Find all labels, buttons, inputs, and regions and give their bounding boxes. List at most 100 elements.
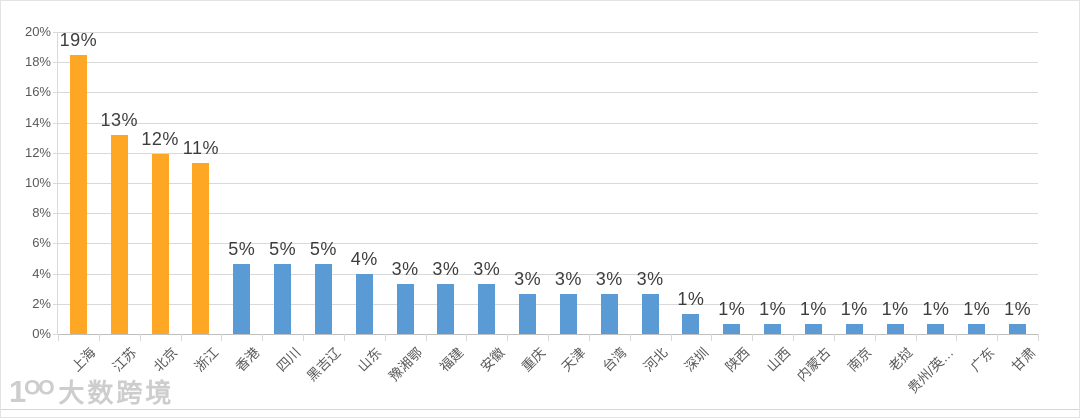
bar: [69, 54, 87, 334]
bar: [519, 294, 537, 334]
bar-value-label: 3%: [432, 259, 460, 280]
bar-value-label: 3%: [595, 269, 623, 289]
bar-value-label: 11%: [182, 138, 219, 159]
y-axis-label: 18%: [24, 54, 51, 70]
x-axis-tick: [956, 334, 958, 341]
bar: [968, 324, 986, 334]
x-axis-tick: [343, 334, 345, 341]
gridline: [58, 273, 1038, 275]
bar: [764, 324, 782, 334]
bar: [641, 294, 659, 334]
gridline: [58, 32, 1038, 33]
bar-value-label: 5%: [309, 238, 337, 259]
y-axis-tick: [53, 183, 58, 184]
watermark-logo-icon: 1ᴼᴼ: [9, 374, 54, 409]
bar-value-label: 1%: [840, 299, 868, 320]
x-axis-tick: [548, 334, 549, 341]
bar-value-label: 13%: [100, 109, 139, 130]
bar-value-label: 3%: [514, 269, 542, 289]
bar: [355, 273, 373, 334]
bar: [927, 324, 945, 334]
bar: [723, 324, 741, 334]
x-axis-tick: [1038, 334, 1039, 341]
x-axis-tick: [629, 334, 631, 341]
y-axis-label: 16%: [24, 84, 51, 100]
y-axis-label: 2%: [32, 295, 51, 311]
x-axis-tick: [997, 334, 999, 341]
bar: [192, 163, 210, 334]
watermark: 1ᴼᴼ 大数跨境: [9, 373, 174, 410]
bar-value-label: 1%: [677, 289, 705, 310]
gridline: [58, 183, 1038, 184]
x-axis-tick: [670, 334, 672, 341]
x-axis-tick: [507, 334, 509, 341]
bar: [845, 324, 863, 334]
bar: [274, 263, 292, 334]
bar-value-label: 1%: [799, 299, 827, 320]
bar: [110, 134, 128, 334]
bar: [233, 263, 251, 334]
x-axis-tick: [262, 334, 264, 341]
bar: [886, 324, 904, 334]
gridline: [58, 122, 1038, 124]
x-axis-tick: [221, 334, 223, 341]
y-axis-tick: [53, 152, 58, 154]
x-axis-tick: [139, 334, 141, 341]
x-axis-tick: [425, 334, 427, 341]
bar-value-label: 3%: [554, 269, 582, 289]
bar-value-label: 1%: [759, 299, 787, 320]
bar-value-label: 1%: [922, 299, 950, 320]
gridline: [58, 62, 1038, 64]
y-axis-label: 4%: [32, 265, 51, 281]
bar-value-label: 19%: [59, 29, 98, 50]
x-axis-tick: [58, 334, 59, 341]
x-axis-tick: [180, 334, 182, 341]
y-axis-tick: [53, 213, 58, 215]
y-axis-tick: [53, 243, 58, 245]
y-axis-tick: [53, 122, 58, 124]
x-axis-tick: [874, 334, 876, 341]
bar-value-label: 5%: [228, 238, 256, 259]
bar: [396, 284, 414, 334]
gridline: [58, 92, 1038, 94]
bar: [151, 154, 169, 334]
x-axis-tick: [793, 334, 794, 341]
y-axis-tick: [53, 303, 58, 305]
bar-value-label: 1%: [1004, 299, 1032, 320]
y-axis-label: 12%: [24, 144, 51, 160]
gridline: [58, 213, 1038, 215]
bar-value-label: 12%: [141, 129, 179, 150]
x-axis-tick: [915, 334, 917, 341]
y-axis-tick: [53, 92, 58, 94]
y-axis-label: 0%: [32, 326, 51, 341]
bar-value-label: 3%: [391, 259, 419, 280]
watermark-label: 大数跨境: [58, 378, 175, 408]
bar-value-label: 1%: [963, 299, 991, 320]
x-axis-tick: [833, 334, 835, 341]
y-axis-label: 14%: [24, 114, 51, 130]
bar-value-label: 1%: [881, 299, 909, 320]
bar-value-label: 5%: [269, 238, 297, 259]
bar: [600, 294, 618, 334]
y-axis-tick: [53, 334, 58, 335]
x-axis-tick: [711, 334, 713, 341]
plot-area: 19% 13% 12% 11% 5% 5% 5% 4% 3% 3% 3% 3% 3% 3% 3% 1% 1% 1%…: [57, 30, 1038, 335]
bar-value-label: 1%: [718, 299, 746, 320]
x-axis-tick: [98, 334, 100, 341]
y-axis-tick: [53, 32, 58, 33]
bar-value-label: 3%: [636, 269, 664, 289]
x-axis-tick: [752, 334, 754, 341]
y-axis-label: 8%: [32, 205, 51, 221]
bar-value-label: 4%: [350, 248, 378, 269]
bar-value-label: 3%: [473, 259, 501, 280]
bar: [478, 284, 496, 334]
bar: [437, 284, 455, 334]
bottom-divider: [1, 409, 1079, 410]
bar: [314, 263, 332, 334]
x-axis-tick: [384, 334, 386, 341]
y-axis-label: 10%: [24, 175, 51, 190]
gridline: [58, 152, 1038, 154]
y-axis-label: 6%: [32, 235, 51, 251]
bar: [1009, 324, 1027, 334]
x-axis-tick: [466, 334, 468, 341]
